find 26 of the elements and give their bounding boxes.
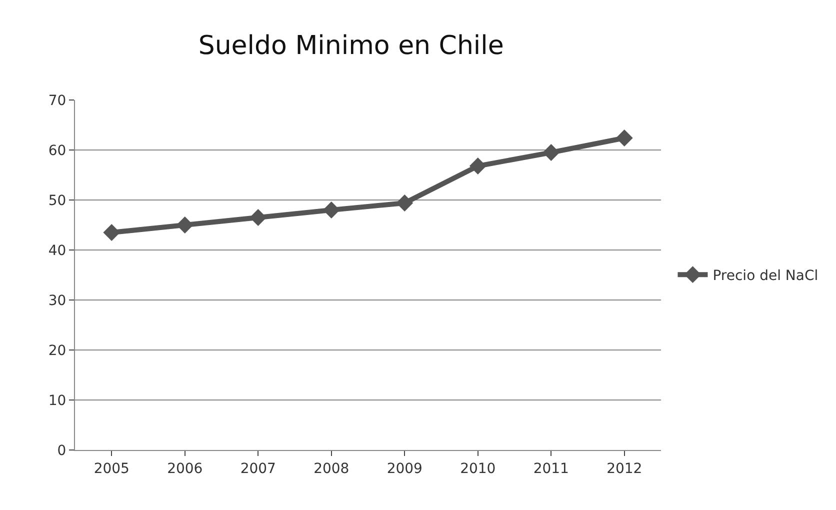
y-tick-label: 20: [48, 342, 66, 359]
chart-title: Sueldo Minimo en Chile: [198, 30, 504, 61]
x-tick-label: 2012: [606, 460, 642, 477]
point: [616, 130, 633, 146]
y-tick-label: 30: [48, 292, 66, 309]
y-tick-label: 40: [48, 242, 66, 259]
point: [322, 202, 340, 218]
x-tick-label: 2009: [386, 460, 422, 477]
point: [103, 224, 120, 241]
x-tick-label: 2006: [167, 460, 203, 477]
x-tick-label: 2008: [314, 460, 350, 477]
point: [542, 144, 560, 161]
y-tick-label: 60: [48, 142, 66, 159]
point: [469, 158, 486, 174]
y-tick-label: 50: [48, 192, 66, 209]
x-tick-label: 2007: [240, 460, 276, 477]
x-tick-label: 2005: [94, 460, 130, 477]
point: [250, 209, 267, 226]
legend-label: Precio del NaCl: [712, 268, 818, 284]
point: [176, 216, 194, 234]
x-tick-label: 2010: [460, 460, 496, 477]
point: [396, 194, 414, 212]
y-tick-label: 70: [48, 92, 66, 109]
x-tick-label: 2011: [533, 460, 569, 477]
y-tick-label: 10: [48, 392, 66, 409]
y-tick-label: 0: [57, 442, 66, 459]
